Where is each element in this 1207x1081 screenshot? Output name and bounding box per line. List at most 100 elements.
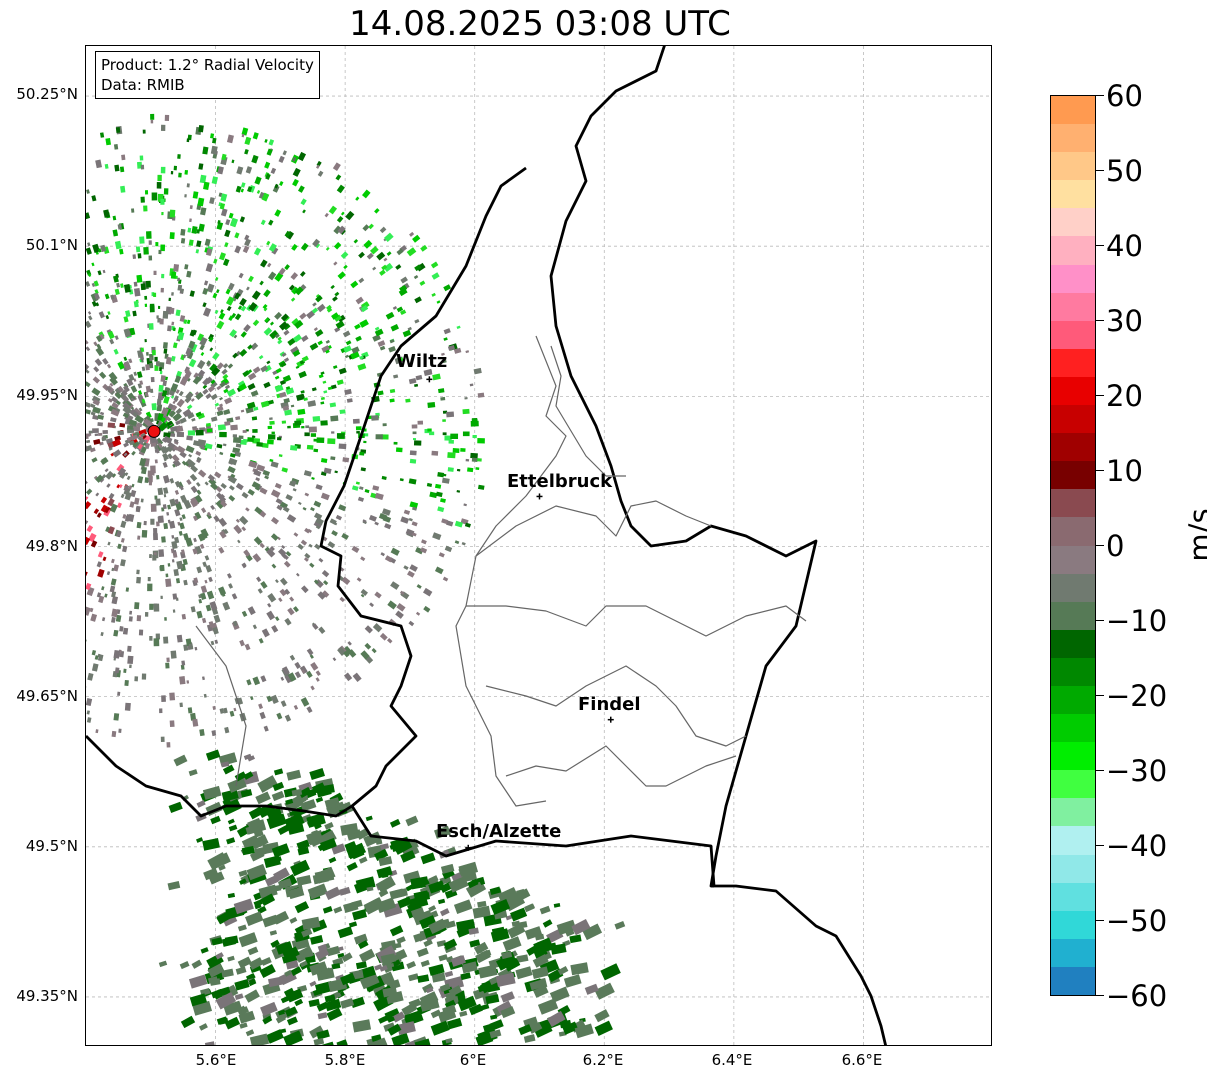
echo-cell bbox=[294, 998, 304, 1007]
echo-cell bbox=[309, 342, 319, 351]
colorbar-segment bbox=[1051, 573, 1095, 603]
echo-cell bbox=[175, 578, 181, 584]
echo-cell bbox=[224, 384, 231, 390]
echo-cell bbox=[241, 610, 248, 617]
echo-cell bbox=[210, 393, 218, 401]
echo-cell bbox=[98, 595, 105, 604]
echo-cell bbox=[360, 593, 365, 598]
echo-cell bbox=[134, 602, 140, 610]
canton-border bbox=[475, 500, 712, 557]
echo-cell bbox=[276, 504, 283, 511]
echo-cell bbox=[434, 825, 451, 839]
echo-cell bbox=[189, 218, 192, 223]
echo-cell bbox=[130, 489, 137, 498]
echo-cell bbox=[220, 309, 224, 314]
echo-cell bbox=[163, 348, 168, 354]
echo-cell bbox=[225, 296, 235, 306]
lon-tick-label: 6.2°E bbox=[582, 1051, 624, 1069]
echo-cell bbox=[128, 439, 135, 446]
echo-cell bbox=[310, 433, 317, 437]
echo-cell bbox=[411, 521, 418, 527]
echo-cell bbox=[315, 517, 324, 526]
echo-cell bbox=[301, 334, 309, 342]
echo-cell bbox=[235, 518, 240, 523]
echo-cell bbox=[86, 189, 90, 194]
echo-cell bbox=[180, 288, 184, 294]
echo-cell bbox=[219, 202, 226, 210]
echo-cell bbox=[347, 649, 357, 658]
echo-cell bbox=[456, 489, 461, 493]
echo-cell bbox=[253, 406, 259, 411]
echo-cell bbox=[374, 848, 389, 861]
echo-cell bbox=[444, 970, 454, 978]
echo-cell bbox=[160, 375, 166, 382]
echo-cell bbox=[127, 655, 134, 665]
echo-cell bbox=[267, 603, 272, 608]
echo-cell bbox=[241, 133, 245, 138]
echo-cell bbox=[533, 985, 549, 998]
echo-cell bbox=[144, 612, 149, 617]
echo-cell bbox=[371, 415, 379, 421]
echo-cell bbox=[196, 359, 206, 370]
echo-cell bbox=[391, 1032, 410, 1045]
echo-cell bbox=[363, 433, 369, 437]
echo-cell bbox=[274, 384, 284, 393]
echo-cell bbox=[104, 507, 110, 514]
echo-cell bbox=[148, 240, 152, 245]
echo-cell bbox=[86, 582, 92, 591]
echo-cell bbox=[293, 334, 302, 343]
echo-cell bbox=[208, 336, 214, 343]
echo-cell bbox=[353, 238, 359, 244]
echo-cell bbox=[235, 482, 244, 491]
echo-cell bbox=[159, 708, 163, 714]
echo-cell bbox=[274, 209, 282, 217]
echo-cell bbox=[216, 221, 224, 231]
echo-cell bbox=[281, 352, 287, 358]
echo-cell bbox=[281, 420, 287, 424]
echo-cell bbox=[195, 429, 204, 436]
echo-cell bbox=[240, 331, 247, 338]
echo-cell bbox=[124, 472, 129, 477]
echo-cell bbox=[335, 320, 345, 330]
echo-cell bbox=[260, 259, 268, 268]
echo-cell bbox=[409, 501, 419, 509]
echo-cell bbox=[221, 153, 227, 161]
echo-cell bbox=[252, 319, 260, 327]
echo-cell bbox=[89, 447, 96, 453]
echo-cell bbox=[155, 498, 161, 506]
echo-cell bbox=[266, 148, 273, 156]
echo-cell bbox=[255, 791, 271, 805]
echo-cell bbox=[97, 568, 105, 578]
echo-cell bbox=[244, 643, 251, 651]
colorbar-segment bbox=[1051, 320, 1095, 350]
echo-cell bbox=[179, 417, 187, 424]
echo-cell bbox=[148, 255, 153, 261]
echo-cell bbox=[211, 988, 224, 999]
echo-cell bbox=[247, 946, 259, 956]
echo-cell bbox=[131, 483, 135, 488]
echo-cell bbox=[135, 246, 141, 253]
echo-cell bbox=[245, 507, 250, 512]
echo-cell bbox=[192, 191, 199, 199]
echo-cell bbox=[333, 242, 342, 250]
echo-cell bbox=[117, 361, 125, 370]
echo-cell bbox=[284, 588, 291, 595]
echo-cell bbox=[216, 410, 224, 417]
colorbar-tick-label: 50 bbox=[1106, 154, 1143, 188]
echo-cell bbox=[110, 408, 120, 417]
echo-cell bbox=[308, 543, 313, 548]
echo-cell bbox=[283, 1030, 304, 1045]
echo-cell bbox=[524, 903, 535, 913]
echo-cell bbox=[355, 961, 367, 970]
echo-cell bbox=[296, 875, 312, 886]
echo-cell bbox=[165, 578, 172, 587]
echo-cell bbox=[278, 321, 289, 331]
echo-cell bbox=[274, 375, 280, 380]
echo-cell bbox=[143, 246, 149, 255]
echo-cell bbox=[145, 411, 152, 419]
echo-cell bbox=[264, 138, 268, 143]
echo-cell bbox=[271, 624, 279, 633]
echo-cell bbox=[523, 1034, 536, 1043]
echo-cell bbox=[128, 616, 133, 622]
echo-cell bbox=[331, 312, 340, 320]
